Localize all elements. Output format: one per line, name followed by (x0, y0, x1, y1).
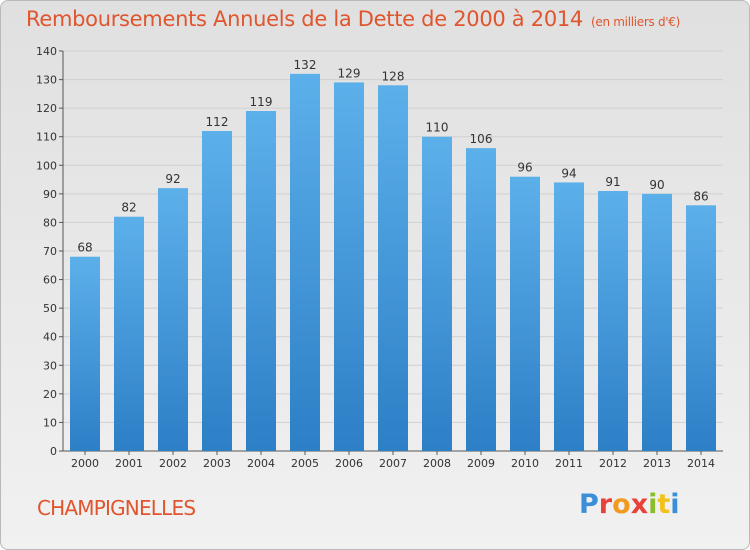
data-label-2006: 129 (338, 66, 361, 80)
logo-letter: x (630, 489, 649, 520)
data-label-2008: 110 (426, 121, 449, 135)
chart-title: Remboursements Annuels de la Dette de 20… (26, 7, 680, 31)
y-tick-label: 10 (43, 416, 57, 429)
logo-letter: o (612, 489, 631, 520)
chart-subtitle: (en milliers d'€) (591, 15, 681, 29)
data-label-2014: 86 (693, 189, 708, 203)
bar-2007 (378, 85, 408, 452)
data-label-2004: 119 (250, 95, 273, 109)
x-tick-label-2007: 2007 (379, 457, 407, 470)
bar-2006 (334, 82, 364, 451)
x-tick-label-2000: 2000 (71, 457, 99, 470)
data-label-2009: 106 (470, 132, 493, 146)
logo-letter: i (670, 489, 680, 520)
title-text: Remboursements Annuels de la Dette de 20… (26, 7, 583, 31)
x-tick-label-2005: 2005 (291, 457, 319, 470)
y-tick-label: 100 (36, 159, 57, 172)
data-label-2007: 128 (382, 69, 405, 83)
bar-2002 (158, 188, 188, 451)
bar-2005 (290, 73, 320, 451)
data-label-2012: 91 (605, 175, 620, 189)
y-tick-label: 0 (50, 445, 57, 458)
y-tick-label: 110 (36, 131, 57, 144)
bar-2011 (554, 182, 584, 451)
proxiti-logo: Proxiti (579, 489, 680, 520)
y-tick-label: 90 (43, 188, 57, 201)
data-label-2001: 82 (121, 201, 136, 215)
y-tick-label: 30 (43, 359, 57, 372)
data-label-2011: 94 (561, 166, 576, 180)
bar-2003 (202, 131, 232, 451)
data-label-2003: 112 (206, 115, 229, 129)
y-tick-label: 80 (43, 216, 57, 229)
x-tick-label-2009: 2009 (467, 457, 495, 470)
bar-2013 (642, 193, 672, 451)
commune-name: CHAMPIGNELLES (37, 496, 196, 520)
y-tick-label: 140 (36, 45, 57, 58)
y-tick-label: 70 (43, 245, 57, 258)
x-tick-label-2010: 2010 (511, 457, 539, 470)
x-tick-label-2013: 2013 (643, 457, 671, 470)
y-tick-label: 40 (43, 331, 57, 344)
x-tick-label-2003: 2003 (203, 457, 231, 470)
x-tick-label-2014: 2014 (687, 457, 715, 470)
x-tick-label-2011: 2011 (555, 457, 583, 470)
y-tick-label: 20 (43, 388, 57, 401)
bar-2001 (114, 216, 144, 451)
y-tick-label: 50 (43, 302, 57, 315)
data-label-2000: 68 (77, 241, 92, 255)
logo-letter: P (579, 489, 599, 520)
bar-2010 (510, 176, 540, 451)
y-tick-label: 60 (43, 274, 57, 287)
bar-2012 (598, 191, 628, 451)
logo-letter: i (648, 489, 658, 520)
data-label-2002: 92 (165, 172, 180, 186)
bar-2004 (246, 111, 276, 451)
x-tick-label-2006: 2006 (335, 457, 363, 470)
bar-2008 (422, 136, 452, 451)
x-tick-label-2002: 2002 (159, 457, 187, 470)
logo-letter: r (598, 489, 613, 520)
data-label-2013: 90 (649, 178, 664, 192)
x-tick-label-2012: 2012 (599, 457, 627, 470)
bar-2014 (686, 205, 716, 451)
bar-2000 (70, 256, 100, 451)
y-tick-label: 120 (36, 102, 57, 115)
x-tick-label-2001: 2001 (115, 457, 143, 470)
logo-letter: t (657, 489, 671, 520)
x-tick-label-2008: 2008 (423, 457, 451, 470)
x-tick-label-2004: 2004 (247, 457, 275, 470)
data-label-2010: 96 (517, 161, 532, 175)
bar-2009 (466, 148, 496, 451)
data-label-2005: 132 (294, 58, 317, 72)
y-tick-label: 130 (36, 74, 57, 87)
